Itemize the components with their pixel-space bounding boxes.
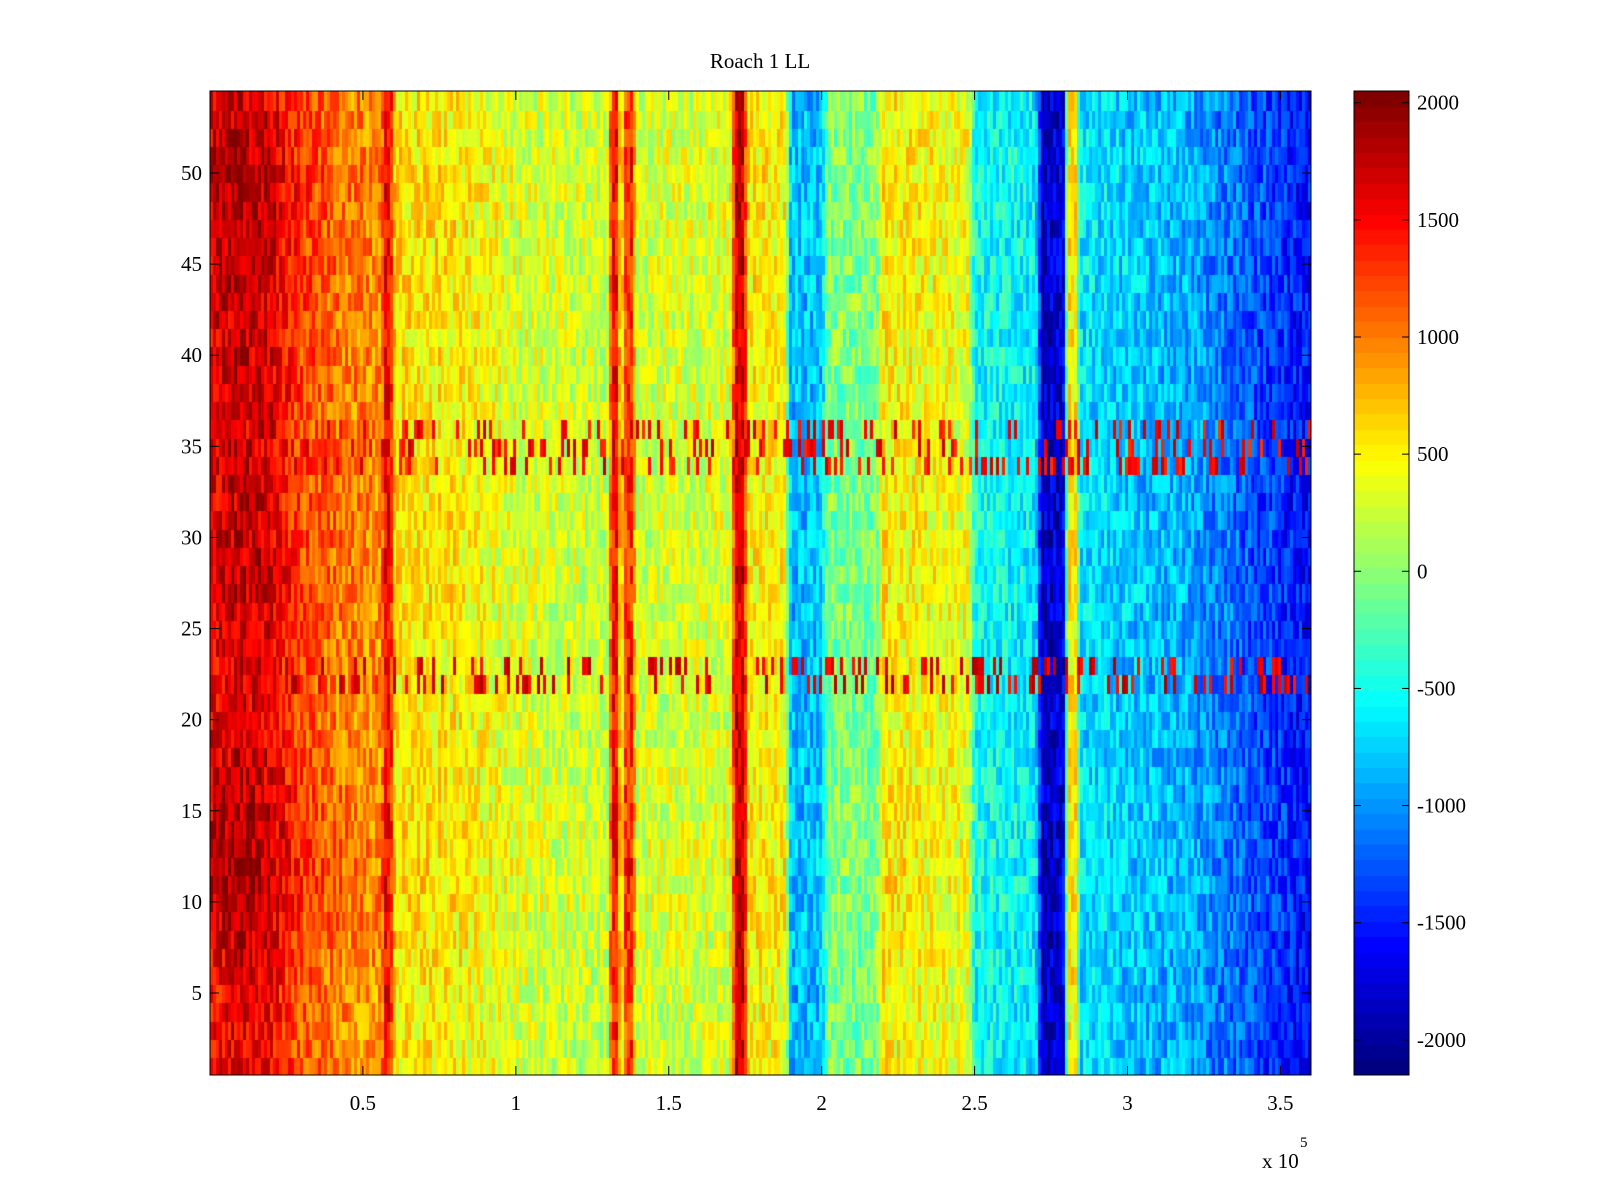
y-tick-label: 40 (181, 343, 202, 367)
y-tick-label: 30 (181, 525, 202, 549)
y-tick-label: 10 (181, 890, 202, 914)
x-tick-label: 1.5 (656, 1091, 682, 1115)
heatmap-image (210, 91, 1311, 1075)
colorbar-ticks: 2000 1500 1000 500 0 -500 -1000 -1500 -2000 (1354, 91, 1466, 1052)
colorbar-tick-label: 2000 (1417, 91, 1459, 115)
colorbar-frame (1353, 90, 1410, 1076)
y-axis-ticks: 5 10 15 20 25 30 35 40 45 50 (181, 161, 1311, 1005)
x-axis-ticks: 0.5 1 1.5 2 2.5 3 3.5 (350, 91, 1294, 1115)
x-tick-label: 2 (816, 1091, 827, 1115)
x-tick-label: 3.5 (1267, 1091, 1293, 1115)
colorbar-tick-label: -1000 (1417, 794, 1466, 818)
colorbar-tick-label: 1500 (1417, 208, 1459, 232)
x-tick-label: 2.5 (961, 1091, 987, 1115)
x-tick-label: 3 (1122, 1091, 1133, 1115)
y-tick-label: 5 (192, 981, 203, 1005)
colorbar-tick-label: 0 (1417, 559, 1428, 583)
plot-frame (209, 90, 1312, 1076)
x-axis-exponent-base: x 10 (1262, 1149, 1299, 1173)
colorbar-tick-label: 500 (1417, 442, 1449, 466)
colorbar-tick-label: -2000 (1417, 1028, 1466, 1052)
chart-title: Roach 1 LL (710, 49, 810, 73)
x-tick-label: 1 (511, 1091, 522, 1115)
y-tick-label: 50 (181, 161, 202, 185)
colorbar-tick-label: -500 (1417, 676, 1456, 700)
y-tick-label: 45 (181, 252, 202, 276)
x-axis-exponent-power: 5 (1300, 1135, 1308, 1151)
y-tick-label: 35 (181, 434, 202, 458)
colorbar-tick-label: 1000 (1417, 325, 1459, 349)
y-tick-label: 20 (181, 708, 202, 732)
x-tick-label: 0.5 (350, 1091, 376, 1115)
colorbar-tick-label: -1500 (1417, 911, 1466, 935)
colorbar-image (1354, 91, 1409, 1075)
y-tick-label: 15 (181, 799, 202, 823)
y-tick-label: 25 (181, 617, 202, 641)
